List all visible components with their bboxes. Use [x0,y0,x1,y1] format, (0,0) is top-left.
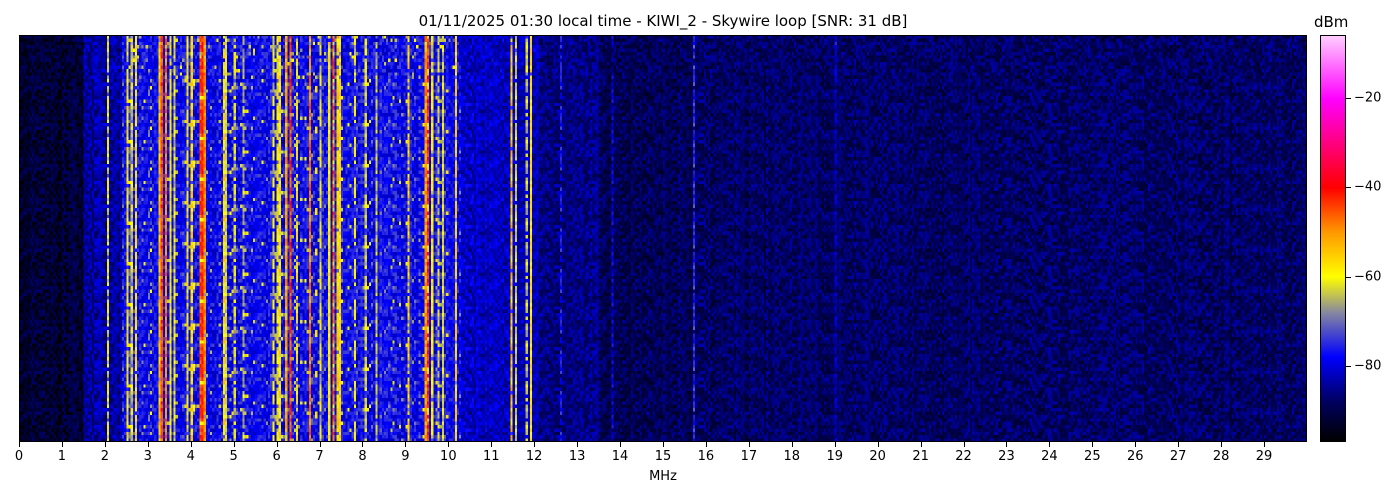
colorbar-tick-label: −40 [1354,179,1382,195]
x-tick-mark [1092,442,1094,447]
x-tick-label: 24 [1041,449,1058,464]
x-tick-mark [362,442,364,447]
x-tick-label: 16 [697,449,715,464]
x-tick-label: 21 [912,449,929,464]
waterfall-heatmap [19,35,1307,442]
x-tick-label: 9 [401,449,410,464]
x-tick-mark [1178,442,1180,447]
x-tick-label: 8 [358,449,367,464]
colorbar-tick-mark [1346,97,1351,99]
x-tick-mark [61,442,63,447]
x-tick-mark [920,442,922,447]
colorbar-label: dBm [1314,13,1349,31]
x-tick-mark [748,442,750,447]
colorbar-tick-label: −60 [1354,269,1382,285]
x-tick-mark [1135,442,1137,447]
x-tick-mark [319,442,321,447]
x-tick-label: 13 [568,449,586,464]
x-tick-label: 28 [1212,449,1230,464]
x-tick-mark [663,442,664,447]
x-tick-mark [1264,442,1266,447]
x-tick-mark [963,442,965,447]
x-tick-label: 10 [440,449,457,464]
x-tick-label: 2 [100,449,109,464]
x-axis-label: MHz [649,469,677,484]
x-tick-label: 12 [525,449,543,464]
x-tick-label: 18 [783,449,801,464]
x-tick-mark [448,442,450,447]
x-tick-label: 7 [315,449,324,464]
x-tick-label: 14 [611,449,629,464]
x-tick-mark [491,442,493,447]
x-tick-mark [233,442,235,447]
colorbar-tick-mark [1346,276,1351,278]
x-tick-mark [19,442,20,447]
x-tick-label: 5 [229,449,238,464]
x-tick-mark [190,442,192,447]
x-tick-mark [1221,442,1223,447]
x-tick-mark [405,442,407,447]
x-tick-label: 26 [1126,449,1144,464]
x-tick-label: 4 [186,449,195,464]
x-tick-label: 27 [1169,449,1187,464]
x-tick-mark [620,442,622,447]
x-tick-mark [104,442,106,447]
x-tick-mark [577,442,579,447]
x-tick-label: 0 [14,449,24,464]
x-tick-mark [834,442,836,447]
x-tick-label: 1 [57,449,67,464]
x-tick-label: 17 [740,449,758,464]
x-tick-label: 29 [1255,449,1273,464]
x-tick-label: 15 [654,449,672,464]
colorbar-tick-label: −20 [1354,90,1382,106]
x-tick-mark [276,442,278,447]
x-tick-mark [1006,442,1008,447]
x-tick-label: 6 [272,449,281,464]
colorbar [1320,35,1346,442]
x-tick-label: 3 [143,449,152,464]
x-tick-label: 22 [955,449,972,464]
colorbar-tick-mark [1346,365,1351,367]
x-tick-label: 11 [482,449,500,464]
x-tick-mark [534,442,536,447]
x-tick-mark [1049,442,1051,447]
x-tick-label: 19 [826,449,843,464]
x-tick-label: 25 [1084,449,1101,464]
chart-title: 01/11/2025 01:30 local time - KIWI_2 - S… [418,12,908,30]
x-tick-mark [147,442,149,447]
x-tick-mark [791,442,793,447]
x-tick-label: 20 [869,449,886,464]
x-tick-label: 23 [998,449,1015,464]
plot-frame [19,35,1307,442]
x-tick-mark [877,442,879,447]
colorbar-tick-label: −80 [1354,358,1382,374]
x-tick-mark [705,442,707,447]
colorbar-tick-mark [1346,187,1351,189]
